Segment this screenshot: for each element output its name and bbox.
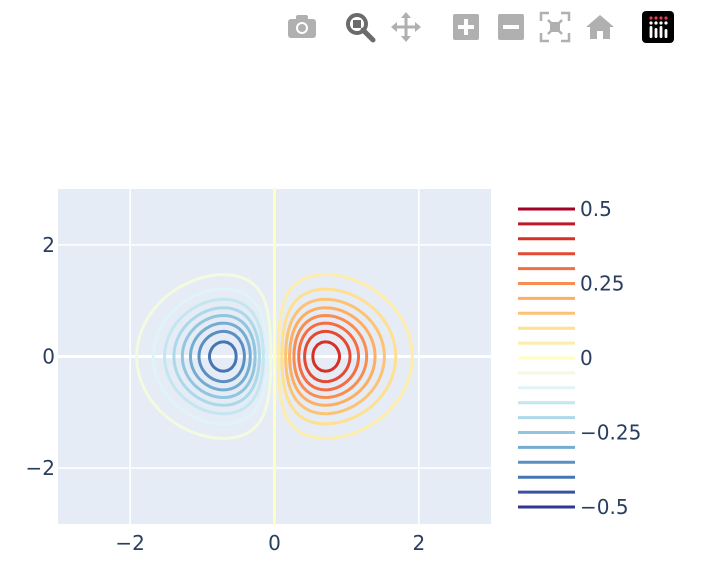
- contour-level: [292, 313, 369, 400]
- modebar: [280, 10, 690, 46]
- contour-level: [172, 306, 261, 407]
- zoom-out-icon[interactable]: [493, 10, 529, 44]
- y-axis-ticks: 2 0 −2: [26, 233, 55, 480]
- autoscale-icon[interactable]: [537, 10, 573, 44]
- colorbar-tick-label: −0.5: [580, 495, 629, 519]
- x-tick-label: 2: [412, 531, 425, 555]
- contour-level: [311, 340, 342, 373]
- camera-icon[interactable]: [284, 10, 320, 44]
- contour-lines: [135, 187, 414, 526]
- contour-level: [288, 306, 377, 407]
- contour-level: [207, 340, 238, 373]
- x-tick-label: 0: [268, 531, 281, 555]
- home-icon[interactable]: [582, 10, 618, 44]
- colorbar-tick-label: 0: [580, 346, 593, 370]
- plotly-logo-icon[interactable]: [640, 10, 676, 44]
- colorbar[interactable]: 0.5 0.25 0 −0.25 −0.5: [518, 197, 641, 519]
- pan-icon[interactable]: [388, 10, 424, 44]
- zoom-in-icon[interactable]: [448, 10, 484, 44]
- x-tick-label: −2: [115, 531, 144, 555]
- contour-level: [297, 321, 361, 392]
- contour-level: [163, 297, 265, 416]
- colorbar-tick-label: 0.5: [580, 197, 612, 221]
- contour-level: [151, 287, 269, 426]
- contour-level: [276, 273, 414, 440]
- y-tick-label: 0: [42, 345, 55, 369]
- contour-level: [180, 313, 257, 400]
- contour-level: [303, 329, 352, 384]
- contour-level: [135, 273, 273, 440]
- x-axis-ticks: −2 0 2: [115, 531, 425, 555]
- contour-level: [197, 329, 246, 384]
- contour-level: [188, 321, 252, 392]
- colorbar-tick-label: 0.25: [580, 272, 625, 296]
- contour-level: [280, 287, 398, 426]
- zoom-icon[interactable]: [342, 10, 378, 44]
- contour-level: [284, 297, 386, 416]
- y-tick-label: 2: [42, 233, 55, 257]
- colorbar-tick-label: −0.25: [580, 421, 641, 445]
- y-tick-label: −2: [26, 456, 55, 480]
